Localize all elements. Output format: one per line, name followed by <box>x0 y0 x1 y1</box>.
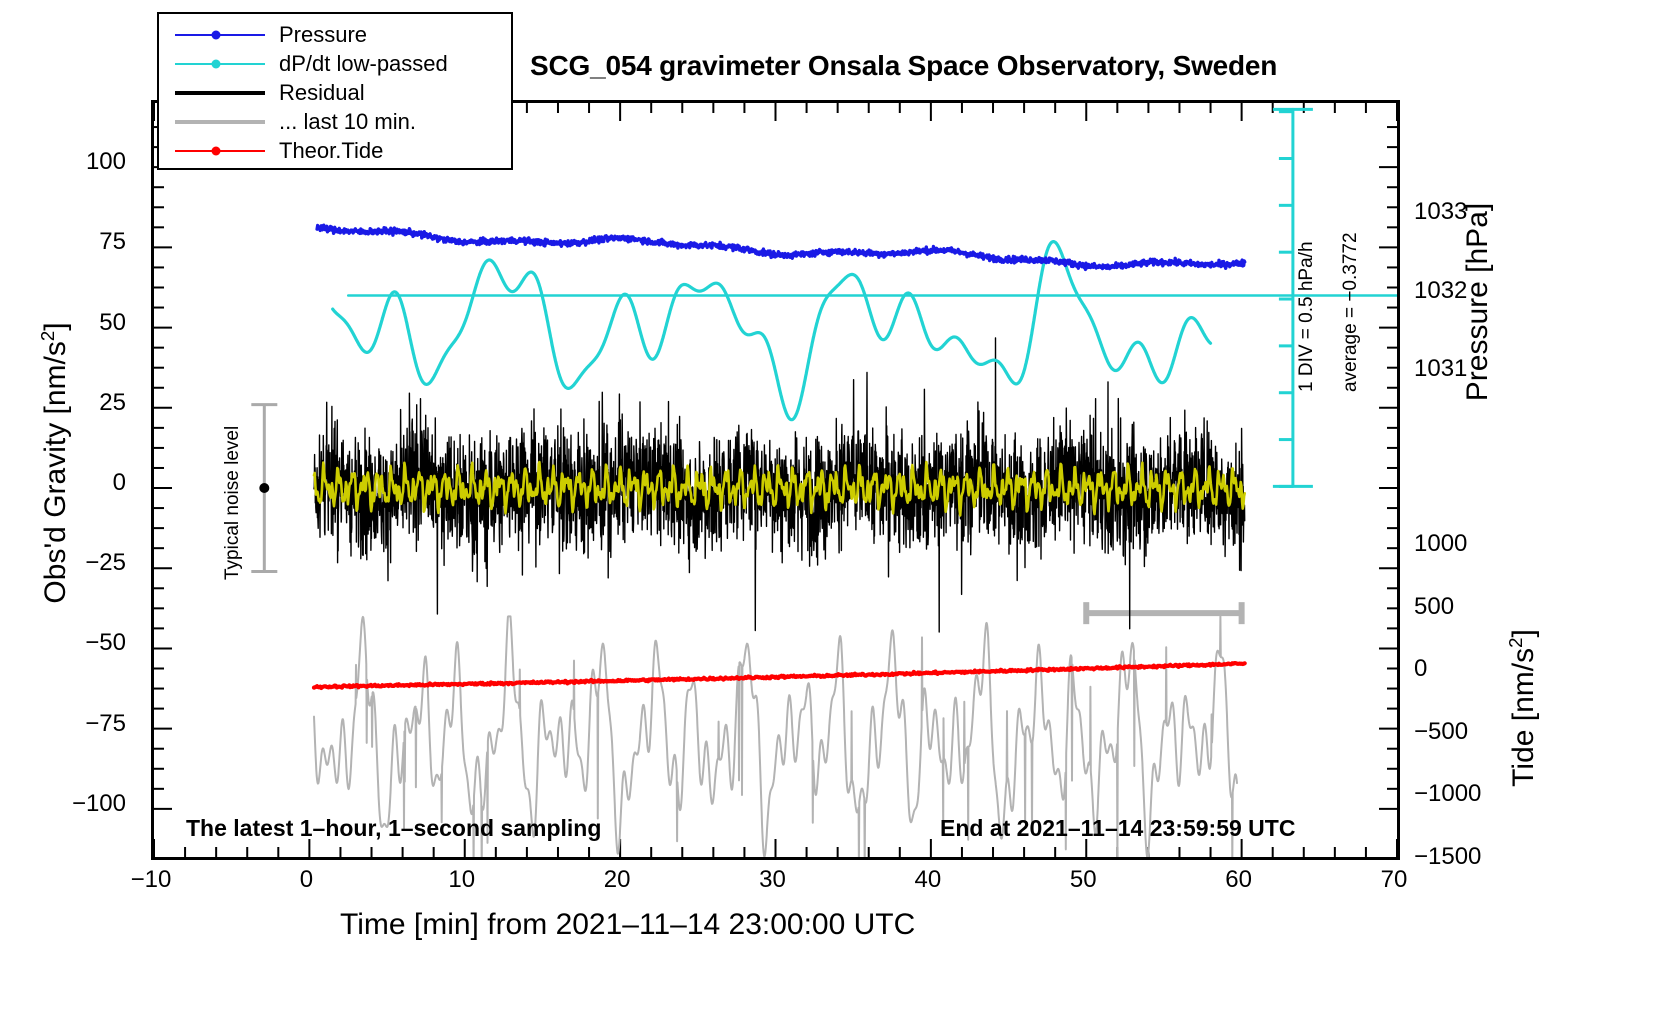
x-tick-7: 60 <box>1225 866 1252 893</box>
plot-area <box>151 100 1400 860</box>
legend-item-dpdt[interactable]: dP/dt low-passed <box>159 49 511 78</box>
y-tick-tide-4: −1000 <box>1414 780 1482 808</box>
legend-label-last10: ... last 10 min. <box>279 108 416 134</box>
y-tick-pressure-2: 1031 <box>1414 355 1468 383</box>
y-tick-tide-5: −1500 <box>1414 842 1482 870</box>
y-tick-left-5: −25 <box>85 549 126 577</box>
annotation-average: average = −0.3772 <box>1340 232 1361 392</box>
x-tick-1: 0 <box>299 866 314 893</box>
series-smoothed-residual <box>312 460 1246 517</box>
legend-line-icon <box>175 90 265 95</box>
y-tick-pressure-1: 1032 <box>1414 276 1468 304</box>
y-tick-tide-1: 500 <box>1414 592 1455 620</box>
x-tick-8: 70 <box>1380 866 1408 893</box>
x-tick-4: 30 <box>759 866 786 893</box>
x-tick-6: 50 <box>1069 866 1097 893</box>
annotation-div-scale: 1 DIV = 0.5 hPa/h <box>1296 241 1317 392</box>
y-tick-left-2: 50 <box>99 308 126 336</box>
y-tick-left-3: 25 <box>99 388 126 416</box>
y-tick-pressure-0: 1033 <box>1414 197 1468 225</box>
y-tick-left-0: 100 <box>85 148 126 176</box>
series-pressure <box>315 223 1247 272</box>
y-tick-left-1: 75 <box>99 228 126 256</box>
annotation-bottom-left: The latest 1–hour, 1–second sampling <box>186 815 602 841</box>
y-tick-left-8: −100 <box>71 789 126 817</box>
y-tick-tide-0: 1000 <box>1414 529 1468 557</box>
x-tick-0: −10 <box>130 866 172 893</box>
y-axis-label-tide: Tide [nm/s2] <box>1505 629 1540 787</box>
annotation-bottom-right: End at 2021–11–14 23:59:59 UTC <box>940 815 1296 841</box>
legend-item-last10[interactable]: ... last 10 min. <box>159 107 511 136</box>
legend-label-theortide: Theor.Tide <box>279 137 384 163</box>
x-tick-2: 10 <box>448 866 476 893</box>
dpdt-scale-bar-ticks <box>1272 107 1313 488</box>
y-tick-left-7: −75 <box>85 709 126 737</box>
y-tick-left-6: −50 <box>85 629 126 657</box>
legend-item-pressure[interactable]: Pressure <box>159 20 511 49</box>
legend-swatch-last10 <box>175 112 265 132</box>
y-tick-left-4: 0 <box>112 469 126 497</box>
legend-dot-icon <box>211 30 221 39</box>
y-tick-tide-2: 0 <box>1414 655 1428 683</box>
x-axis-label: Time [min] from 2021–11–14 23:00:00 UTC <box>340 908 916 941</box>
legend-swatch-dpdt <box>175 54 265 74</box>
legend-swatch-theortide <box>175 141 265 161</box>
x-tick-5: 40 <box>914 866 942 893</box>
series-last-10-min <box>313 615 1238 857</box>
plot-canvas <box>154 103 1397 857</box>
legend-label-pressure: Pressure <box>279 21 368 47</box>
last-10-min-span-bar <box>1083 602 1245 625</box>
annotation-noise-level: Typical noise level <box>222 425 243 580</box>
legend-line-icon <box>175 119 265 124</box>
legend-item-theortide[interactable]: Theor.Tide <box>159 136 511 165</box>
legend-swatch-residual <box>175 83 265 103</box>
x-tick-3: 20 <box>603 866 631 893</box>
series-theor-tide <box>311 661 1247 690</box>
legend-label-residual: Residual <box>279 79 365 105</box>
y-tick-tide-3: −500 <box>1414 717 1469 745</box>
typical-noise-level-marker <box>251 403 278 573</box>
legend-label-dpdt: dP/dt low-passed <box>279 50 448 76</box>
chart-legend[interactable]: Pressure dP/dt low-passed Residual ... l… <box>157 12 513 170</box>
legend-dot-icon <box>211 59 221 68</box>
legend-item-residual[interactable]: Residual <box>159 78 511 107</box>
legend-swatch-pressure <box>175 25 265 45</box>
axis-tick-marks <box>154 103 1397 857</box>
legend-dot-icon <box>211 146 221 155</box>
chart-title: SCG_054 gravimeter Onsala Space Observat… <box>530 50 1278 81</box>
